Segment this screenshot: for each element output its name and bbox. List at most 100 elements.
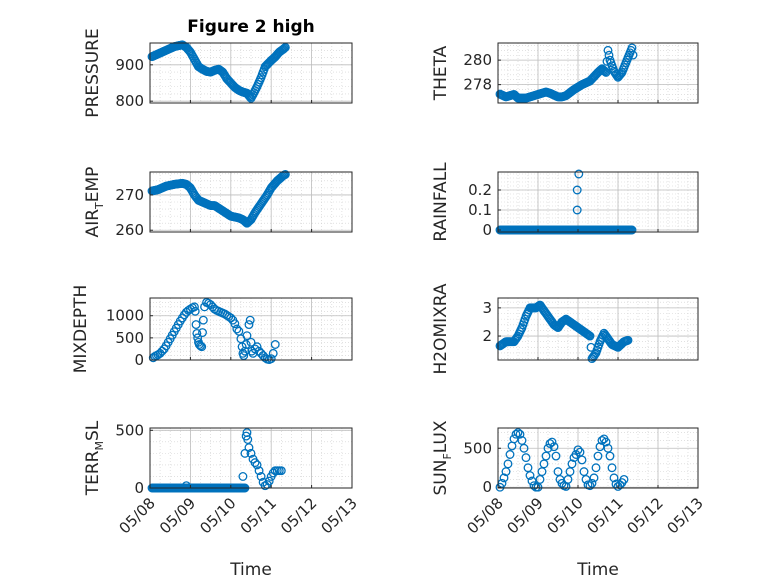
data-point [515, 429, 525, 439]
axes-box [149, 427, 353, 489]
data-point [246, 448, 256, 458]
data-point [268, 348, 278, 358]
x-tick-label: 05/13 [318, 494, 361, 537]
data-point [591, 463, 601, 473]
subplot-terr_msl: 0 500 TERRMSL 05/0805/0905/1005/1105/1205/1… [83, 420, 361, 580]
data-point [279, 43, 289, 53]
data-point [598, 65, 608, 75]
x-tick-label: 05/13 [664, 494, 707, 537]
data-point [619, 474, 629, 484]
data-point [572, 185, 582, 195]
data-point [245, 216, 255, 225]
x-tick-label: 05/08 [464, 494, 507, 537]
data-point [581, 474, 591, 484]
data-point [609, 473, 619, 483]
data-point [519, 443, 529, 453]
subplot-theta: 278 280 THETA [431, 42, 699, 104]
data-point [607, 463, 617, 473]
data-point [567, 459, 577, 469]
data-point [541, 451, 551, 461]
axes-box [149, 171, 353, 233]
data-point [246, 337, 256, 347]
data-point [276, 466, 286, 476]
data-point [499, 473, 509, 483]
data-point [198, 328, 207, 337]
data-point [184, 182, 194, 192]
y-axis-label: PRESSURE [83, 28, 103, 117]
axes-box [497, 427, 699, 489]
axes-box [149, 42, 353, 104]
y-tick-label: 800 [115, 92, 144, 110]
x-axis-label: Time [576, 560, 619, 580]
data-point [597, 436, 607, 445]
data-point [553, 467, 563, 477]
y-tick-label: 270 [115, 186, 144, 204]
data-point [572, 205, 582, 215]
data-point [245, 315, 255, 325]
y-tick-label: 0 [134, 351, 144, 369]
data-point [523, 463, 533, 473]
data-point [280, 170, 290, 179]
data-point [278, 44, 288, 54]
y-tick-label: 900 [115, 56, 144, 74]
subplot-h2omixra: 2 3 H2OMIXRA [431, 283, 699, 375]
axes-box [497, 297, 699, 361]
data-point [241, 340, 251, 349]
data-point [254, 466, 264, 476]
data-point [230, 319, 240, 329]
data-point [196, 341, 205, 351]
x-tick-label: 05/11 [237, 494, 280, 537]
data-point [565, 467, 575, 477]
y-tick-label: 500 [115, 329, 144, 347]
x-tick-label: 05/09 [504, 494, 547, 537]
y-axis-label: H2OMIXRA [431, 283, 451, 374]
subplot-rainfall: 0 0.1 0.2 RAINFALL [431, 162, 699, 242]
data-point [579, 467, 589, 477]
x-tick-label: 05/10 [196, 494, 239, 537]
data-point [194, 340, 204, 349]
y-tick-label: 278 [463, 76, 492, 94]
data-point [623, 335, 633, 345]
data-point [242, 331, 252, 341]
data-point [232, 324, 242, 334]
y-axis-label: TERRMSL [83, 420, 106, 496]
axes-box [497, 42, 699, 104]
data-point [627, 225, 637, 235]
y-tick-label: 280 [463, 51, 492, 69]
x-tick-label: 05/11 [584, 494, 627, 537]
data-point [193, 333, 203, 343]
axes-box [149, 297, 353, 361]
axes-box [497, 171, 699, 233]
y-tick-label: 500 [115, 421, 144, 439]
y-axis-label: AIRTEMP [83, 167, 106, 238]
data-point [543, 443, 553, 453]
data-point [191, 320, 201, 330]
y-tick-label: 0.2 [468, 181, 492, 199]
data-point [226, 313, 236, 323]
data-point [197, 342, 207, 352]
y-tick-label: 0 [134, 479, 144, 497]
data-point [595, 442, 605, 452]
x-tick-label: 05/12 [277, 494, 320, 537]
data-point [189, 302, 199, 312]
y-tick-label: 260 [115, 221, 144, 239]
data-point [280, 42, 290, 52]
data-point [574, 169, 584, 179]
data-point [537, 467, 547, 477]
data-point [527, 476, 537, 486]
subplot-pressure: 800 900 PRESSURE [83, 28, 353, 118]
data-point [535, 474, 545, 484]
y-tick-label: 500 [463, 439, 492, 457]
data-point [239, 351, 249, 361]
y-tick-label: 0.1 [468, 201, 492, 219]
x-tick-label: 05/09 [156, 494, 199, 537]
data-point [252, 460, 262, 470]
data-point [250, 458, 260, 468]
data-point [240, 448, 250, 458]
data-point [551, 451, 561, 461]
data-point [605, 451, 615, 461]
data-point [600, 67, 610, 76]
data-point [575, 447, 585, 457]
data-point [256, 472, 266, 481]
